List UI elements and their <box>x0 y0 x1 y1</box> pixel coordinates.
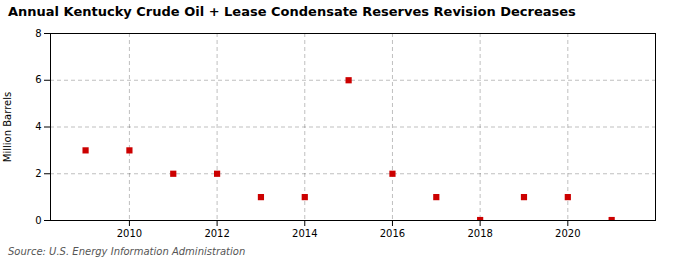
svg-text:0: 0 <box>35 215 41 226</box>
svg-text:6: 6 <box>35 74 41 85</box>
svg-text:4: 4 <box>35 121 41 132</box>
svg-text:2012: 2012 <box>204 228 229 239</box>
svg-text:2014: 2014 <box>292 228 317 239</box>
svg-text:2010: 2010 <box>117 228 142 239</box>
svg-text:2: 2 <box>35 168 41 179</box>
html-text:Annual Kentucky Crude Oil + Le: Annual Kentucky Crude Oil + Lease Conden… <box>8 4 576 19</box>
svg-text:2018: 2018 <box>467 228 492 239</box>
svg-text:8: 8 <box>35 28 41 39</box>
html-text:Source: U.S. Energy Informatio: Source: U.S. Energy Information Administ… <box>8 246 246 257</box>
svg-text:2016: 2016 <box>380 228 405 239</box>
svg-text:Million Barrels: Million Barrels <box>2 92 13 162</box>
svg-text:2020: 2020 <box>555 228 580 239</box>
